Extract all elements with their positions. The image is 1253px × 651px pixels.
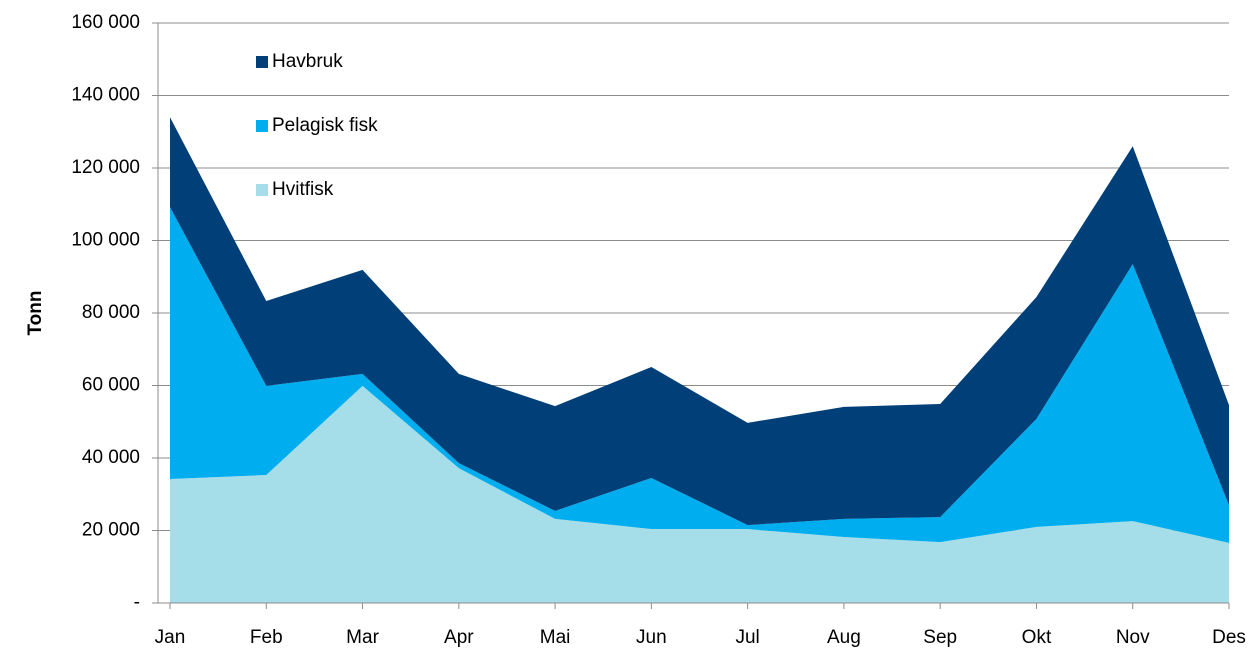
- x-tick-label: Nov: [1116, 627, 1150, 648]
- y-tick-label: 120 000: [71, 157, 140, 178]
- y-tick-label: 40 000: [82, 447, 140, 468]
- x-tick-label: Mai: [540, 627, 571, 648]
- y-tick-label: 140 000: [71, 85, 140, 106]
- legend-swatch: [256, 184, 268, 196]
- legend-swatch: [256, 120, 268, 132]
- y-tick-label: 160 000: [71, 12, 140, 33]
- x-tick-label: Jul: [735, 627, 759, 648]
- legend-swatch: [256, 56, 268, 68]
- y-tick-label: 20 000: [82, 520, 140, 541]
- legend-label: Havbruk: [272, 51, 343, 72]
- y-tick-label: 80 000: [82, 302, 140, 323]
- legend-label: Pelagisk fisk: [272, 115, 378, 136]
- area: [170, 207, 1229, 543]
- y-tick-label: -: [134, 592, 140, 613]
- y-tick-label: 100 000: [71, 230, 140, 251]
- y-axis-label: Tonn: [25, 290, 46, 335]
- x-tick-label: Okt: [1022, 627, 1052, 648]
- x-tick-label: Feb: [250, 627, 283, 648]
- legend-label: Hvitfisk: [272, 179, 334, 200]
- x-tick-label: Apr: [444, 627, 474, 648]
- x-tick-label: Mar: [346, 627, 379, 648]
- x-tick-label: Des: [1212, 627, 1246, 648]
- x-tick-label: Aug: [827, 627, 861, 648]
- x-tick-label: Sep: [923, 627, 957, 648]
- x-tick-label: Jan: [155, 627, 186, 648]
- x-tick-label: Jun: [636, 627, 667, 648]
- area: [170, 117, 1229, 526]
- area: [170, 385, 1229, 603]
- y-tick-label: 60 000: [82, 375, 140, 396]
